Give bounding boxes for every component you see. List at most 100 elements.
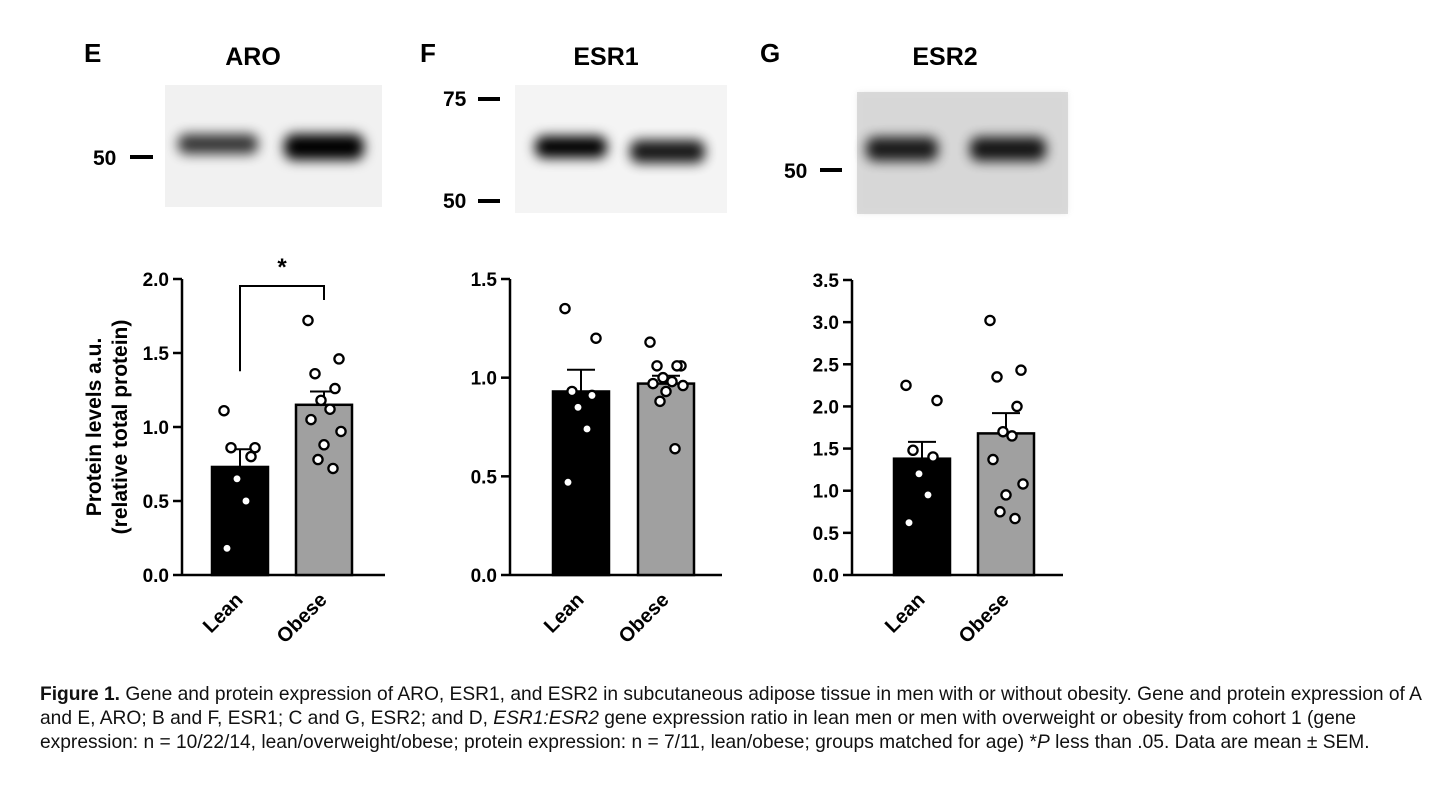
panel-letter-f: F [420, 38, 436, 68]
data-point [566, 385, 578, 398]
data-point [312, 453, 324, 466]
caption-text-3: less than .05. Data are mean ± SEM. [1055, 732, 1370, 753]
data-point [644, 336, 656, 348]
data-point [1011, 400, 1023, 413]
caption-p-symbol: P [1036, 732, 1050, 753]
bar-obese [636, 382, 696, 577]
caption-gene-ratio: ESR1:ESR2 [493, 708, 599, 729]
data-point [991, 371, 1003, 383]
caption-text-1: Gene and protein expression of ARO, ESR1… [40, 684, 1421, 729]
figure-canvas: E ARO 50 F ESR1 75 50 G ESR2 50 0.0 0.5 1.… [83, 38, 1068, 648]
data-point [1006, 430, 1018, 442]
data-point [994, 506, 1006, 518]
y-axis-label-secondary: (relative total protein) [109, 320, 132, 535]
data-point [218, 404, 230, 417]
data-point [1009, 512, 1021, 525]
bar-lean [551, 390, 611, 577]
data-point [240, 495, 252, 507]
data-point [245, 450, 257, 463]
y-tick-label: 0.5 [143, 492, 170, 513]
data-point [913, 468, 925, 480]
data-point [660, 385, 672, 398]
data-point [900, 379, 912, 392]
y-tick-label: 1.5 [471, 270, 498, 291]
data-point [249, 441, 261, 454]
data-point [997, 425, 1009, 438]
caption-text-2: gene expression ratio in lean men or men… [40, 708, 1357, 753]
significance-marker: * [277, 254, 287, 281]
significance-bracket [239, 285, 325, 372]
caption-label: Figure 1. [40, 684, 120, 705]
bar-chart-esr2: 0.0 0.5 1.0 1.5 2.0 2.5 3.0 3.5 Lean Obese [813, 271, 1063, 648]
x-category-label: Obese [273, 589, 332, 648]
data-point [651, 360, 663, 372]
data-point [927, 451, 939, 463]
data-point [586, 389, 598, 402]
data-point [559, 302, 571, 315]
y-tick-label: 2.0 [143, 270, 169, 291]
data-point [654, 395, 666, 408]
y-tick-label: 2.0 [813, 397, 839, 418]
data-point [666, 375, 678, 388]
data-point [1000, 489, 1012, 501]
blot-marker-75: 75 [443, 88, 467, 111]
data-point [333, 353, 345, 365]
data-point [318, 439, 330, 451]
y-tick-label: 2.5 [813, 355, 840, 376]
data-point [657, 371, 669, 384]
western-blot-esr2 [857, 92, 1068, 214]
bar-lean [210, 465, 270, 577]
y-tick-label: 3.0 [813, 313, 839, 334]
data-point [305, 413, 317, 426]
data-point [1015, 364, 1027, 376]
bar-chart-aro: 0.0 0.5 1.0 1.5 2.0 Lean Obese Protein levels a… [83, 254, 385, 648]
data-point [987, 453, 999, 466]
x-category-label: Lean [199, 589, 248, 638]
blot-marker-50: 50 [93, 147, 116, 170]
data-point [922, 489, 934, 501]
data-point [590, 332, 602, 344]
data-point [324, 403, 336, 415]
panel-title-esr2: ESR2 [912, 43, 977, 71]
data-point [931, 394, 943, 407]
data-point [327, 462, 339, 475]
y-tick-label: 0.0 [813, 566, 839, 587]
blot-marker-50: 50 [443, 190, 466, 213]
y-tick-label: 0.0 [143, 566, 169, 587]
western-blot-aro [165, 85, 382, 207]
panel-title-aro: ARO [225, 43, 281, 71]
data-point [903, 516, 915, 529]
y-tick-label: 1.0 [471, 369, 497, 390]
data-point [231, 473, 243, 485]
data-point [315, 394, 327, 407]
x-category-label: Obese [955, 589, 1014, 648]
panel-letter-e: E [84, 38, 101, 68]
y-tick-label: 0.5 [813, 524, 840, 545]
data-point [225, 441, 237, 454]
y-tick-label: 1.5 [143, 344, 170, 365]
figure-caption: Figure 1. Gene and protein expression of… [40, 683, 1435, 755]
data-point [907, 444, 919, 457]
y-tick-label: 1.0 [143, 418, 169, 439]
blot-marker-50: 50 [784, 160, 807, 183]
data-point [572, 401, 584, 414]
data-point [581, 423, 593, 435]
panel-title-esr1: ESR1 [573, 43, 638, 71]
data-point [309, 367, 321, 380]
data-point [1017, 478, 1029, 490]
x-category-label: Lean [540, 589, 589, 638]
y-axis-label: Protein levels a.u. [83, 338, 106, 517]
y-tick-label: 0.5 [471, 467, 498, 488]
bar-obese [976, 432, 1036, 577]
y-tick-label: 1.0 [813, 482, 839, 503]
data-point [302, 314, 314, 327]
y-tick-label: 3.5 [813, 271, 840, 292]
data-point [984, 314, 996, 327]
y-tick-label: 0.0 [471, 566, 497, 587]
western-blot-esr1 [515, 85, 727, 213]
data-point [562, 476, 574, 489]
data-point [647, 377, 659, 390]
x-category-label: Obese [615, 589, 674, 648]
data-point [221, 542, 233, 555]
data-point [335, 425, 347, 438]
